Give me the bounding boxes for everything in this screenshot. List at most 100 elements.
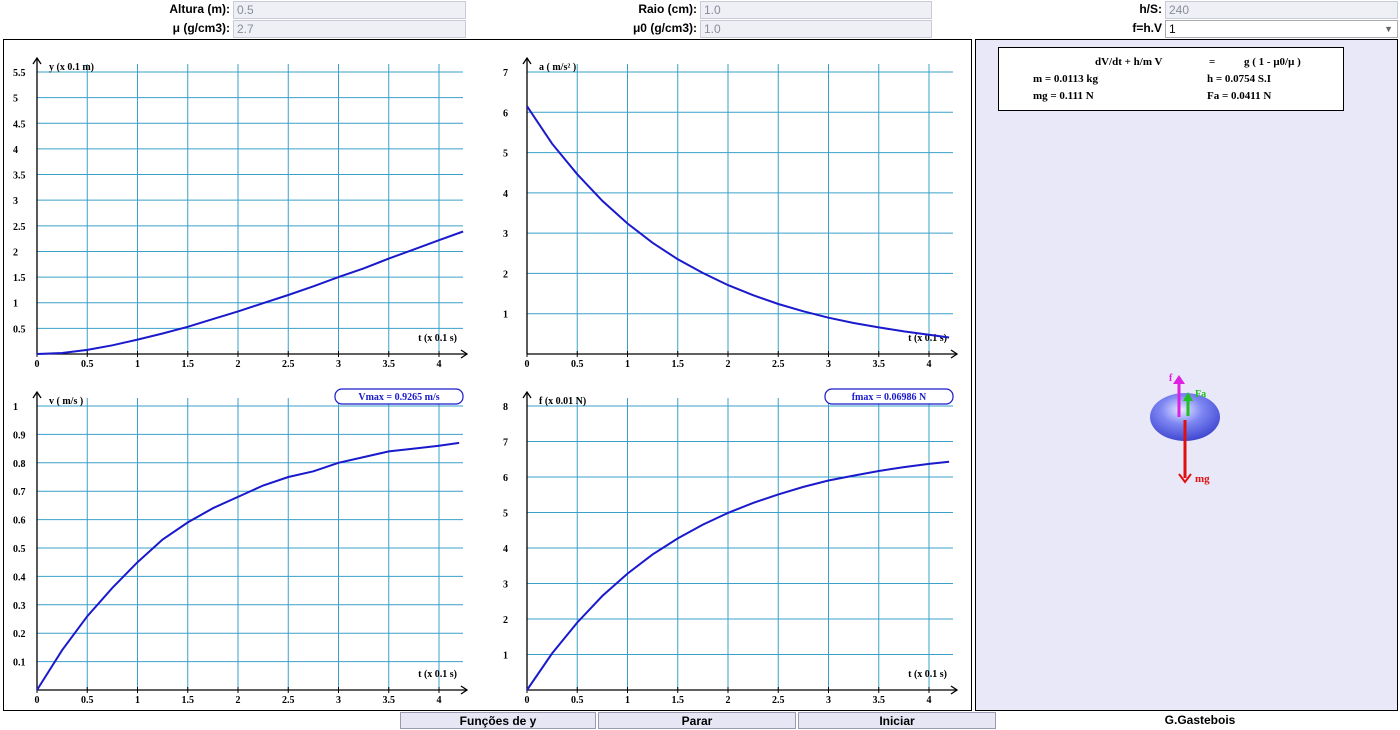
stop-button[interactable]: Parar	[598, 712, 796, 729]
altura-field[interactable]: 0.5	[233, 1, 466, 19]
y-tick-label: 5	[503, 149, 508, 160]
y-axis-arrow	[522, 56, 532, 65]
y-tick-label: 0.3	[13, 601, 26, 612]
x-tick-label: 2	[726, 359, 731, 370]
y-tick-label: 0.5	[13, 544, 26, 555]
y-tick-label: 5.5	[13, 68, 26, 79]
hs-field[interactable]: 240	[1165, 1, 1398, 19]
max-value-label: Vmax = 0.9265 m/s	[358, 392, 439, 403]
control-bar: Altura (m): 0.5 μ (g/cm3): 2.7 Raio (cm)…	[0, 0, 1400, 38]
y-tick-label: 5	[13, 94, 18, 105]
raio-field[interactable]: 1.0	[700, 1, 932, 19]
x-tick-label: 2.5	[282, 695, 295, 706]
y-axis-label: v ( m/s )	[49, 396, 83, 407]
y-tick-label: 4.5	[13, 119, 26, 130]
x-axis-arrow	[950, 685, 959, 695]
y-tick-label: 7	[503, 68, 508, 79]
mu0-label: μ0 (g/cm3):	[632, 21, 697, 35]
y-tick-label: 1	[503, 651, 508, 662]
y-tick-label: 6	[503, 473, 508, 484]
x-axis-arrow	[460, 349, 469, 359]
y-tick-label: 8	[503, 402, 508, 413]
mu0-field[interactable]: 1.0	[700, 20, 932, 38]
chevron-down-icon: ▼	[1384, 24, 1393, 34]
x-tick-label: 2	[726, 695, 731, 706]
x-tick-label: 0	[35, 359, 40, 370]
friction-arrow-icon	[1173, 375, 1185, 417]
hs-label: h/S:	[1139, 2, 1162, 16]
x-tick-label: 1.5	[672, 695, 685, 706]
equation-rhs: g ( 1 - μ0/μ )	[1244, 56, 1301, 68]
y-axis-label: y (x 0.1 m)	[49, 62, 94, 73]
f-force-label: f	[1169, 373, 1173, 384]
x-tick-label: 4	[927, 695, 932, 706]
author-credit: G.Gastebois	[1164, 713, 1236, 727]
max-value-label: fmax = 0.06986 N	[852, 392, 927, 403]
y-axis-label: a ( m/s² )	[539, 62, 576, 73]
x-tick-label: 4	[437, 695, 442, 706]
y-tick-label: 3.5	[13, 171, 26, 182]
x-tick-label: 1	[135, 695, 140, 706]
y-axis-arrow	[522, 390, 532, 399]
mass-value: m = 0.0113 kg	[1033, 73, 1098, 85]
x-tick-label: 3.5	[873, 695, 886, 706]
f-law-label: f=h.V	[1132, 21, 1162, 35]
x-tick-label: 0	[525, 695, 530, 706]
x-tick-label: 1.5	[182, 695, 195, 706]
x-tick-label: 1.5	[672, 359, 685, 370]
y-tick-label: 1	[13, 299, 18, 310]
x-axis-arrow	[460, 685, 469, 695]
x-tick-label: 3.5	[873, 359, 886, 370]
x-tick-label: 0	[525, 359, 530, 370]
raio-label: Raio (cm):	[638, 2, 697, 16]
f-law-select[interactable]: 1 ▼	[1165, 20, 1398, 38]
archimedes-value: Fa = 0.0411 N	[1207, 90, 1272, 102]
mu-field[interactable]: 2.7	[233, 20, 466, 38]
y-tick-label: 6	[503, 108, 508, 119]
max-value-badge	[334, 388, 464, 405]
x-tick-label: 0.5	[571, 695, 584, 706]
data-curve	[526, 105, 950, 339]
x-tick-label: 2.5	[772, 695, 785, 706]
x-tick-label: 0.5	[571, 359, 584, 370]
x-tick-label: 3.5	[383, 359, 396, 370]
funcoes-button[interactable]: Funções de y	[400, 712, 596, 729]
y-tick-label: 5	[503, 509, 508, 520]
x-tick-label: 3	[336, 359, 341, 370]
x-tick-label: 3	[826, 359, 831, 370]
sphere-scene: f Fa mg	[1150, 373, 1220, 485]
y-tick-label: 2	[13, 247, 18, 258]
x-tick-label: 4	[437, 359, 442, 370]
y-tick-label: 0.9	[13, 430, 26, 441]
weight-arrow-icon	[1178, 420, 1192, 484]
start-button[interactable]: Iniciar	[798, 712, 996, 729]
y-axis-arrow	[32, 390, 42, 399]
y-tick-label: 0.4	[13, 572, 26, 583]
graphs-panel: 0.5 1 1.5 2 2.5 3 3.5 4 4.5 5 5.5 0 0.5 1 1.5 2 2.5 3 3.5 4…	[3, 39, 972, 711]
mg-force-label: mg	[1195, 473, 1210, 485]
x-tick-label: 4	[927, 359, 932, 370]
x-tick-label: 2	[236, 359, 241, 370]
y-tick-label: 2	[503, 269, 508, 280]
y-tick-label: 0.1	[13, 658, 26, 669]
mu-label: μ (g/cm3):	[172, 21, 230, 35]
y-tick-label: 2.5	[13, 222, 26, 233]
equation-equals: =	[1209, 56, 1216, 68]
x-tick-label: 0.5	[81, 695, 94, 706]
x-axis-label: t (x 0.1 s)	[908, 669, 947, 680]
x-tick-label: 3	[826, 695, 831, 706]
x-tick-label: 0	[35, 695, 40, 706]
x-tick-label: 0.5	[81, 359, 94, 370]
x-tick-label: 3.5	[383, 695, 396, 706]
y-tick-label: 3	[503, 580, 508, 591]
f-law-value: 1	[1169, 22, 1176, 36]
y-axis-label: f (x 0.01 N)	[539, 396, 586, 407]
y-tick-label: 4	[13, 145, 18, 156]
y-tick-label: 2	[503, 615, 508, 626]
x-tick-label: 1	[135, 359, 140, 370]
altura-label: Altura (m):	[169, 2, 230, 16]
graphs-svg: 0.5 1 1.5 2 2.5 3 3.5 4 4.5 5 5.5 0 0.5 1 1.5 2 2.5 3 3.5 4…	[13, 56, 959, 706]
y-tick-label: 4	[503, 189, 508, 200]
y-tick-label: 3	[13, 196, 18, 207]
sphere	[1150, 393, 1220, 441]
